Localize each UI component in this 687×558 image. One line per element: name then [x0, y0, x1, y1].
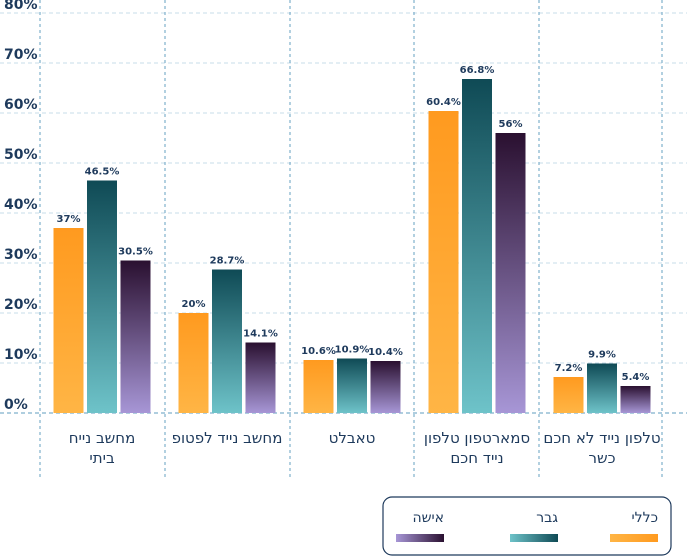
bar — [53, 228, 84, 413]
category-label: נייד חכם — [450, 449, 503, 467]
y-tick-label: 70% — [4, 47, 38, 63]
data-labels: 37% 46.5% 30.5% 20% 28.7% 14.1% 10.6%10.9%10.4… — [57, 65, 650, 383]
data-label: 28.7% — [210, 256, 245, 267]
bar — [120, 260, 151, 413]
bar — [462, 79, 492, 413]
data-label: 7.2% — [555, 363, 583, 374]
bar — [428, 111, 459, 413]
data-label: 9.9% — [588, 350, 616, 361]
y-tick-label: 10% — [4, 347, 38, 363]
legend-swatch — [396, 534, 444, 542]
category-label: מחשב נייח — [69, 429, 136, 447]
data-label: 5.4% — [622, 372, 650, 383]
bar — [337, 358, 367, 413]
legend: כללי גבר אישה — [382, 496, 672, 556]
bar — [212, 269, 242, 413]
bar — [553, 377, 584, 413]
category-labels: מחשב נייח ביתי מחשב נייד לפטופ טאבלט סמארטפו… — [69, 429, 661, 467]
y-tick-label: 40% — [4, 197, 38, 213]
legend-label: גבר — [536, 510, 558, 526]
bar — [620, 386, 651, 413]
y-tick-label: 60% — [4, 97, 38, 113]
data-label: 46.5% — [85, 167, 120, 178]
y-tick-label: 30% — [4, 247, 38, 263]
category-label: טלפון נייד לא חכם — [543, 429, 660, 447]
bar — [495, 133, 526, 413]
y-tick-label: 20% — [4, 297, 38, 313]
bar — [303, 360, 334, 413]
bars — [53, 79, 651, 413]
data-label: 56% — [499, 119, 523, 130]
category-label: ביתי — [89, 449, 115, 467]
bar — [87, 180, 117, 413]
data-label: 20% — [182, 299, 206, 310]
data-label: 30.5% — [118, 247, 153, 258]
category-label: טאבלט — [329, 429, 376, 447]
y-tick-label: 50% — [4, 147, 38, 163]
data-label: 10.4% — [368, 347, 403, 358]
legend-label: אישה — [412, 510, 444, 526]
category-label: סמארטפון טלפון — [424, 429, 530, 447]
data-label: 10.6% — [301, 346, 336, 357]
data-label: 60.4% — [426, 97, 461, 108]
data-label: 14.1% — [243, 329, 278, 340]
bar — [178, 313, 209, 413]
bar — [587, 363, 617, 413]
bar — [245, 342, 276, 413]
legend-swatch — [610, 534, 658, 542]
legend-label: כללי — [632, 510, 658, 526]
legend-frame — [382, 496, 672, 556]
y-tick-label: 80% — [4, 0, 38, 13]
data-label: 10.9% — [335, 345, 370, 356]
bar — [370, 361, 401, 413]
y-axis-ticks: 0% 10% 20% 30% 40% 50% 60% 70% 80% — [4, 0, 38, 413]
data-label: 66.8% — [460, 65, 495, 76]
category-label: כשר — [588, 449, 615, 467]
y-tick-label: 0% — [4, 397, 28, 413]
legend-swatch — [510, 534, 558, 542]
category-label: מחשב נייד לפטופ — [172, 429, 283, 447]
data-label: 37% — [57, 214, 81, 225]
